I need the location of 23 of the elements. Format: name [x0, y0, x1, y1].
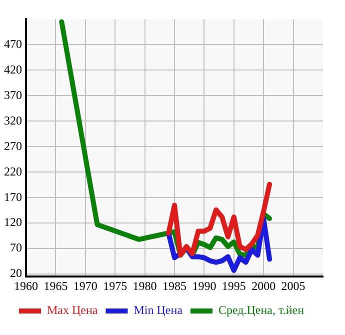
y-tick-label: 220	[4, 164, 22, 178]
y-tick-label: 120	[4, 215, 22, 230]
x-tick-label: 2000	[252, 278, 276, 293]
y-tick-label: 470	[4, 36, 22, 51]
y-tick-label: 270	[4, 138, 22, 153]
x-tick-label: 2005	[281, 278, 306, 293]
x-tick-label: 1970	[73, 278, 98, 293]
x-tick-label: 1965	[44, 278, 68, 293]
y-tick-label: 20	[10, 266, 22, 280]
x-tick-label: 1980	[132, 278, 157, 293]
x-tick-label: 1960	[14, 278, 38, 293]
y-tick-label: 370	[4, 88, 22, 102]
x-tick-label: 1975	[103, 278, 128, 293]
y-tick-label: 320	[4, 113, 22, 128]
legend-label: Сред.Цена, т.йен	[218, 303, 305, 318]
y-tick-label: 170	[4, 190, 22, 204]
x-tick-label: 1985	[162, 278, 186, 293]
x-tick-label: 1990	[192, 278, 216, 293]
x-tick-label: 1995	[222, 278, 246, 293]
y-tick-label: 70	[10, 240, 22, 255]
legend-label: Min Цена	[134, 303, 184, 318]
legend-label: Max Цена	[46, 303, 98, 318]
y-tick-label: 420	[4, 62, 22, 76]
